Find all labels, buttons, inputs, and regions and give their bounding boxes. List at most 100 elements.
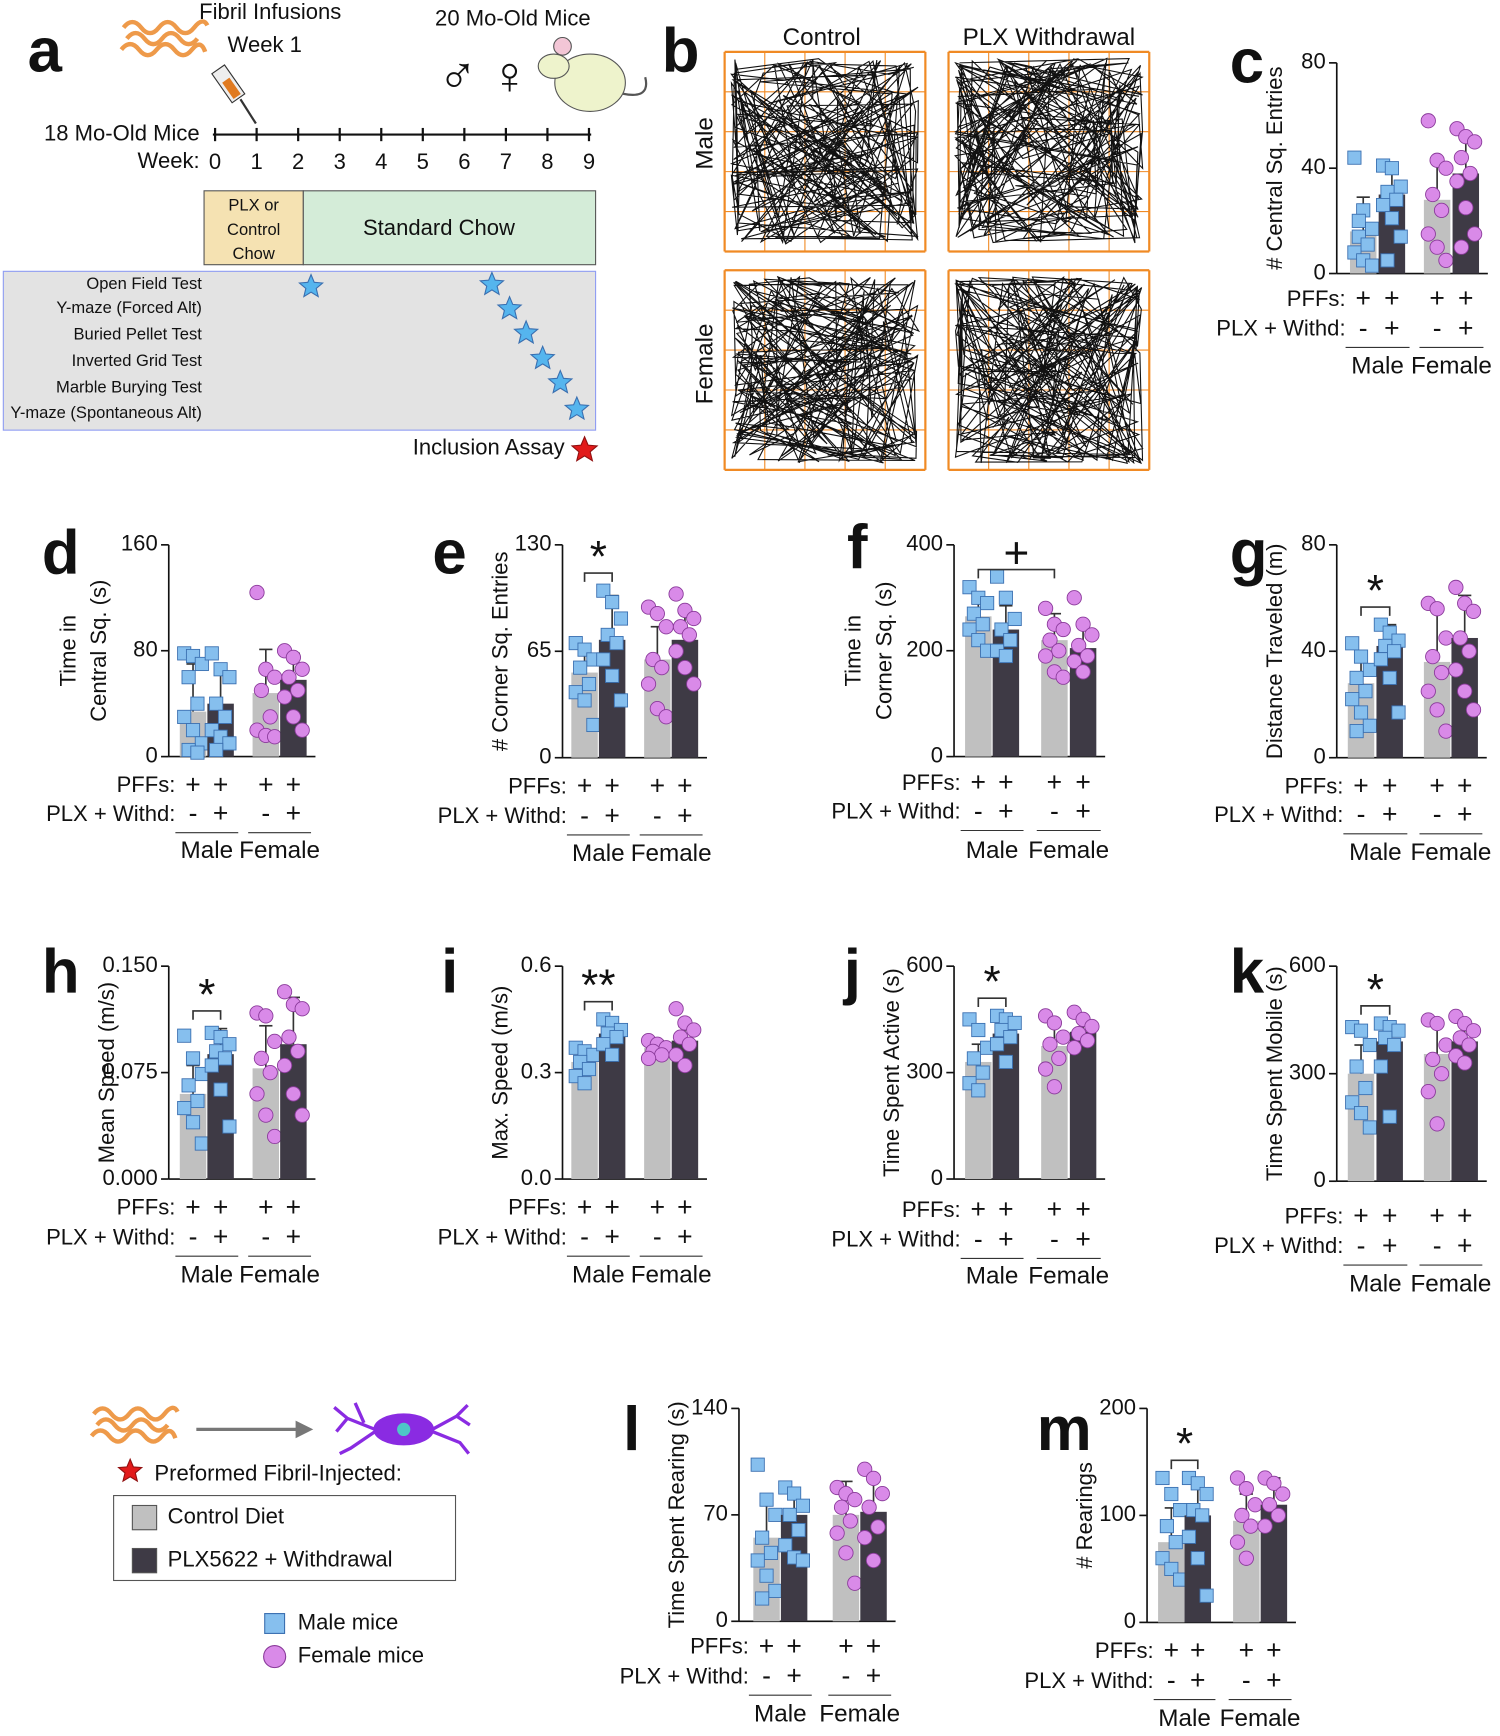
data-point [768, 1507, 783, 1522]
row-label: PFFs: [902, 1197, 961, 1222]
pffs-sign: + [213, 769, 228, 799]
data-point [1462, 165, 1478, 182]
data-point [213, 1082, 228, 1097]
data-point [768, 1583, 783, 1598]
pffs-sign: + [604, 770, 619, 800]
week-tick-label: 2 [292, 149, 304, 174]
plx-box-text: Control [227, 220, 280, 239]
data-point [181, 1078, 196, 1093]
data-point [1425, 186, 1441, 203]
data-point [842, 1513, 858, 1529]
data-point [1266, 1475, 1282, 1491]
data-point [1007, 611, 1022, 627]
plx-sign: - [580, 800, 589, 830]
data-point [1155, 1470, 1170, 1486]
pffs-sign: + [650, 1192, 665, 1222]
significance-bracket [192, 1010, 222, 1020]
data-point [668, 1047, 684, 1063]
y-tick-label: 100 [1099, 1501, 1136, 1526]
sex-symbol: ♂ [438, 46, 478, 105]
data-point [1438, 723, 1454, 739]
plx-sign: + [1384, 313, 1399, 343]
data-point [1046, 1079, 1063, 1095]
y-axis-label: # Rearings [1072, 1462, 1097, 1569]
y-axis-label: Time in [841, 615, 866, 686]
data-point [1358, 684, 1373, 699]
y-tick-label: 0.6 [521, 952, 552, 977]
pffs-sign: + [258, 769, 273, 799]
data-point [1042, 632, 1058, 648]
data-point [258, 1008, 274, 1024]
y-tick-label: 0 [1313, 744, 1325, 769]
significance-bracket [1170, 1459, 1199, 1470]
data-point [253, 682, 270, 699]
significance-bracket [583, 1000, 613, 1011]
data-point [1079, 1033, 1096, 1049]
data-point [966, 606, 981, 621]
data-point [285, 649, 302, 665]
panel-letter: m [1037, 1395, 1092, 1464]
data-point [1420, 683, 1436, 699]
plx-sign: + [998, 1224, 1013, 1254]
data-point [1364, 258, 1380, 273]
row-label: Male [691, 117, 718, 170]
trajectory [954, 276, 1144, 465]
pffs-sign: + [604, 1192, 619, 1222]
data-point [1347, 150, 1362, 165]
data-point [609, 1030, 624, 1045]
data-point [267, 729, 283, 745]
y-tick-label: 70 [703, 1501, 728, 1526]
plx-sign: + [1457, 1230, 1472, 1260]
data-point [1046, 1015, 1063, 1031]
data-point [177, 1028, 192, 1043]
plx-sign: - [1433, 799, 1442, 829]
data-point [791, 1523, 806, 1538]
data-point [865, 1470, 882, 1486]
pffs-sign: + [1429, 1201, 1444, 1231]
pffs-sign: + [1429, 770, 1444, 800]
data-point [1349, 1059, 1364, 1074]
data-point [190, 1093, 205, 1109]
plx-sign: - [974, 1224, 983, 1254]
data-point [1051, 643, 1067, 659]
data-point [1465, 1023, 1482, 1039]
row-label: PLX + Withd: [1216, 316, 1345, 341]
fibril-label: Fibril Infusions [199, 0, 341, 24]
data-point [217, 1051, 233, 1066]
plx-sign: - [1242, 1665, 1251, 1695]
y-tick-label: 0 [931, 1165, 943, 1190]
data-point [1425, 1051, 1441, 1067]
data-point [759, 1492, 774, 1507]
pffs-sign: + [1047, 1194, 1062, 1224]
y-tick-label: 200 [1099, 1394, 1136, 1419]
data-point [861, 1499, 877, 1515]
legend-label: Male mice [298, 1609, 398, 1634]
y-axis-label: Time in [55, 615, 80, 686]
data-point [605, 595, 620, 610]
row-label: PFFs: [1095, 1638, 1154, 1663]
data-point [1199, 1588, 1214, 1603]
plx-sign: - [762, 1661, 771, 1691]
test-star [478, 270, 505, 296]
data-point [1387, 1037, 1402, 1053]
row-label: PFFs: [508, 773, 567, 798]
data-point [1438, 252, 1454, 268]
legend-swatch [263, 1645, 287, 1669]
y-tick-label: 200 [906, 637, 943, 662]
data-point [596, 1037, 611, 1052]
data-point [1181, 1529, 1197, 1544]
group-label: Female [1028, 837, 1109, 864]
group-label: Male [1351, 353, 1404, 380]
row-label: PFFs: [1285, 1203, 1344, 1228]
row-label: PLX + Withd: [1214, 802, 1343, 827]
y-tick-label: 160 [121, 531, 158, 556]
data-point [194, 656, 209, 672]
data-point [962, 580, 977, 595]
data-point [249, 584, 265, 601]
data-point [755, 1591, 770, 1606]
y-tick-label: 0.3 [521, 1058, 552, 1083]
pffs-sign: + [286, 769, 301, 799]
week-label: Week: [138, 148, 200, 173]
significance-label: * [590, 532, 607, 581]
plx-sign: - [1167, 1665, 1176, 1695]
